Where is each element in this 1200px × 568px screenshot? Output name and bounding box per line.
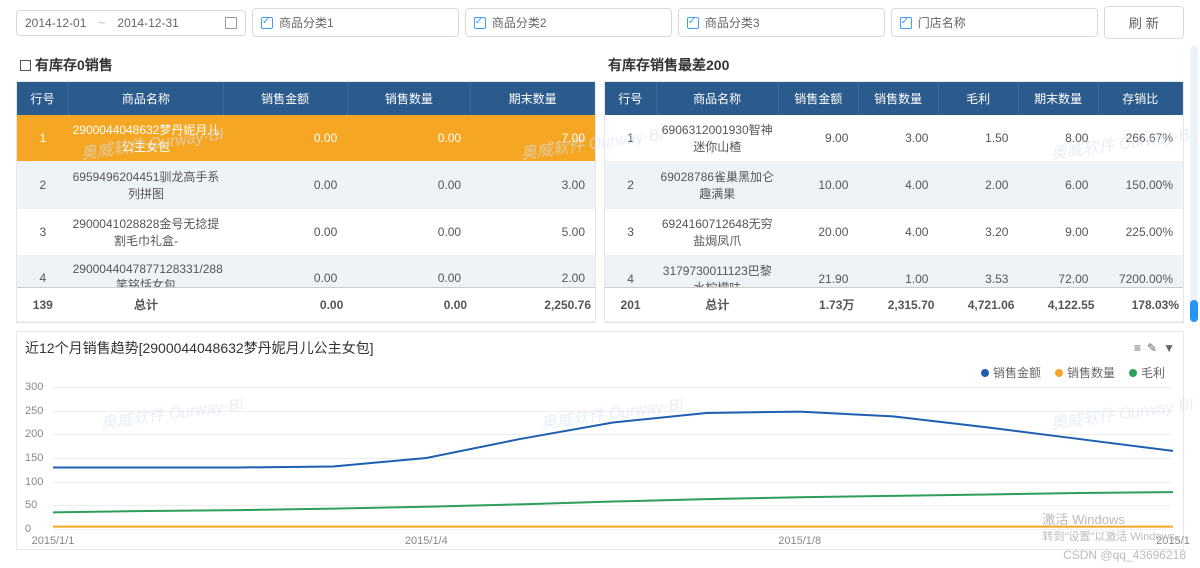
y-tick: 300 xyxy=(25,381,43,393)
col-header[interactable]: 行号 xyxy=(17,82,69,115)
table-row[interactable]: 16906312001930智神迷你山楂9.003.001.508.00266.… xyxy=(605,115,1183,162)
col-header[interactable]: 毛利 xyxy=(938,82,1018,115)
legend-item[interactable]: 销售数量 xyxy=(1055,364,1115,381)
filter-cat1[interactable]: 商品分类1 xyxy=(252,8,459,37)
col-header[interactable]: 期末数量 xyxy=(471,82,595,115)
chart-svg xyxy=(53,387,1173,529)
table-row[interactable]: 12900044048632梦丹妮月儿公主女包0.000.007.00 xyxy=(17,115,595,162)
table-left-head: 行号商品名称销售金额销售数量期末数量 xyxy=(17,82,595,115)
panel-icon xyxy=(20,60,31,71)
refresh-button[interactable]: 刷 新 xyxy=(1104,6,1184,39)
check-icon xyxy=(900,17,912,29)
filter-cat3[interactable]: 商品分类3 xyxy=(678,8,885,37)
menu-icon[interactable]: ≡ xyxy=(1134,341,1141,355)
table-right-head: 行号商品名称销售金额销售数量毛利期末数量存销比 xyxy=(605,82,1183,115)
table-row[interactable]: 26959496204451驯龙高手系列拼图0.000.003.00 xyxy=(17,162,595,209)
table-row[interactable]: 269028786雀巢黑加仑趣满果10.004.002.006.00150.00… xyxy=(605,162,1183,209)
panel-title-right: 有库存销售最差200 xyxy=(608,55,729,75)
panel-zero-sales: 有库存0销售 行号商品名称销售金额销售数量期末数量 12900044048632… xyxy=(16,49,596,323)
filter-store[interactable]: 门店名称 xyxy=(891,8,1098,37)
legend-item[interactable]: 销售金额 xyxy=(981,364,1041,381)
filter-icon[interactable]: ▼ xyxy=(1163,341,1175,355)
col-header[interactable]: 销售金额 xyxy=(778,82,858,115)
col-header[interactable]: 销售数量 xyxy=(858,82,938,115)
check-icon xyxy=(474,17,486,29)
panel-title-left: 有库存0销售 xyxy=(35,55,113,75)
csdn-credit: CSDN @qq_43696218 xyxy=(1063,548,1186,562)
chart-title: 近12个月销售趋势[2900044048632梦丹妮月儿公主女包] xyxy=(25,338,374,358)
col-header[interactable]: 商品名称 xyxy=(656,82,778,115)
table-left-total: 139总计0.000.002,250.76 xyxy=(17,287,595,322)
date-range-picker[interactable]: 2014-12-01 ~ 2014-12-31 xyxy=(16,10,246,36)
table-row[interactable]: 42900044047877128331/2880笑铭恬女包0.000.002.… xyxy=(17,256,595,288)
chart-legend: 销售金额销售数量毛利 xyxy=(25,358,1175,387)
col-header[interactable]: 期末数量 xyxy=(1018,82,1098,115)
col-header[interactable]: 销售数量 xyxy=(347,82,471,115)
y-tick: 50 xyxy=(25,499,37,511)
panel-worst-200: 有库存销售最差200 行号商品名称销售金额销售数量毛利期末数量存销比 16906… xyxy=(604,49,1184,323)
date-from: 2014-12-01 xyxy=(25,16,86,30)
chart-panel: 近12个月销售趋势[2900044048632梦丹妮月儿公主女包] ≡ ✎ ▼ … xyxy=(16,331,1184,550)
table-left-body: 12900044048632梦丹妮月儿公主女包0.000.007.0026959… xyxy=(17,115,595,287)
y-tick: 200 xyxy=(25,428,43,440)
filter-cat2[interactable]: 商品分类2 xyxy=(465,8,672,37)
col-header[interactable]: 商品名称 xyxy=(69,82,224,115)
date-to: 2014-12-31 xyxy=(117,16,178,30)
filter-bar: 2014-12-01 ~ 2014-12-31 商品分类1 商品分类2 商品分类… xyxy=(0,0,1200,49)
table-right-body: 16906312001930智神迷你山楂9.003.001.508.00266.… xyxy=(605,115,1183,287)
table-row[interactable]: 43179730011123巴黎水柠檬味21.901.003.5372.0072… xyxy=(605,256,1183,288)
col-header[interactable]: 销售金额 xyxy=(223,82,347,115)
scrollbar-thumb[interactable] xyxy=(1190,300,1198,322)
check-icon xyxy=(261,17,273,29)
calendar-icon xyxy=(225,17,237,29)
y-tick: 150 xyxy=(25,452,43,464)
y-tick: 100 xyxy=(25,476,43,488)
tables-row: 有库存0销售 行号商品名称销售金额销售数量期末数量 12900044048632… xyxy=(0,49,1200,323)
table-row[interactable]: 32900041028828金号无捻提割毛巾礼盒-0.000.005.00 xyxy=(17,209,595,256)
date-sep: ~ xyxy=(98,16,105,30)
table-row[interactable]: 36924160712648无穷盐焗凤爪20.004.003.209.00225… xyxy=(605,209,1183,256)
x-tick: 2015/1/8 xyxy=(778,535,821,547)
col-header[interactable]: 存销比 xyxy=(1098,82,1182,115)
table-right-total: 201总计1.73万2,315.704,721.064,122.55178.03… xyxy=(605,287,1183,322)
chart-area[interactable]: 0501001502002503002015/1/12015/1/42015/1… xyxy=(25,387,1175,547)
x-tick: 2015/1/4 xyxy=(405,535,448,547)
scrollbar-track[interactable] xyxy=(1190,46,1198,316)
y-tick: 250 xyxy=(25,405,43,417)
x-tick: 2015/1/1 xyxy=(32,535,75,547)
legend-item[interactable]: 毛利 xyxy=(1129,364,1165,381)
col-header[interactable]: 行号 xyxy=(605,82,656,115)
y-tick: 0 xyxy=(25,523,31,535)
edit-icon[interactable]: ✎ xyxy=(1147,341,1157,355)
check-icon xyxy=(687,17,699,29)
activate-windows: 激活 Windows 转到"设置"以激活 Windows。 xyxy=(1043,509,1187,544)
